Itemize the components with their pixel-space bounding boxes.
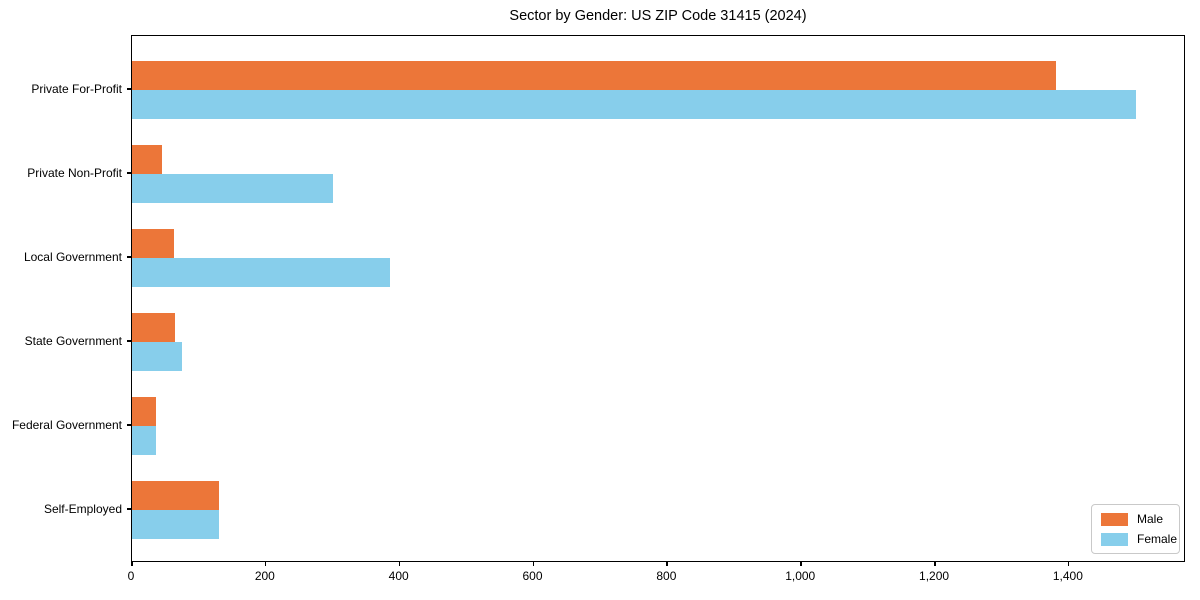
bar-male-2: [132, 229, 174, 258]
plot-area: [131, 35, 1185, 562]
legend-entry-female: Female: [1101, 532, 1177, 546]
legend-swatch-male: [1101, 512, 1128, 526]
bar-female-3: [132, 342, 182, 371]
x-tick-label-5: 1,000: [785, 569, 816, 583]
y-tick-4: [127, 424, 132, 426]
y-tick-label-1: Private Non-Profit: [27, 166, 122, 180]
bar-male-5: [132, 481, 219, 510]
bar-male-4: [132, 397, 156, 426]
bar-female-1: [132, 174, 333, 203]
y-tick-label-0: Private For-Profit: [31, 82, 122, 96]
x-tick-7: [1067, 561, 1070, 566]
x-tick-label-4: 800: [656, 569, 677, 583]
x-tick-label-2: 400: [388, 569, 409, 583]
y-tick-3: [127, 340, 132, 342]
x-tick-2: [398, 561, 401, 566]
x-tick-label-3: 600: [522, 569, 543, 583]
legend-label-female: Female: [1137, 532, 1178, 546]
x-tick-1: [264, 561, 267, 566]
bar-female-4: [132, 426, 156, 455]
y-tick-0: [127, 88, 132, 90]
legend: Male Female: [1091, 504, 1180, 554]
chart-title: Sector by Gender: US ZIP Code 31415 (202…: [509, 8, 807, 24]
x-tick-label-1: 200: [254, 569, 275, 583]
legend-label-male: Male: [1137, 512, 1164, 526]
x-tick-label-6: 1,200: [919, 569, 950, 583]
x-tick-4: [666, 561, 668, 566]
y-tick-label-2: Local Government: [23, 250, 122, 264]
y-tick-5: [127, 508, 132, 510]
x-tick-6: [934, 561, 936, 566]
bar-male-1: [132, 145, 162, 174]
y-tick-label-5: Self-Employed: [43, 502, 122, 516]
x-tick-3: [532, 561, 535, 566]
bar-male-3: [132, 313, 175, 342]
legend-entry-male: Male: [1101, 512, 1170, 526]
bar-female-5: [132, 510, 219, 539]
x-tick-label-0: 0: [127, 569, 135, 583]
y-tick-2: [127, 256, 132, 258]
x-tick-5: [800, 561, 802, 566]
y-tick-label-3: State Government: [24, 334, 122, 348]
bar-female-0: [132, 90, 1136, 119]
bar-female-2: [132, 258, 390, 287]
bar-male-0: [132, 61, 1056, 90]
y-tick-1: [127, 172, 132, 174]
x-tick-label-7: 1,400: [1052, 569, 1083, 583]
x-tick-0: [131, 561, 133, 566]
legend-swatch-female: [1101, 532, 1128, 546]
y-tick-label-4: Federal Government: [11, 418, 122, 432]
